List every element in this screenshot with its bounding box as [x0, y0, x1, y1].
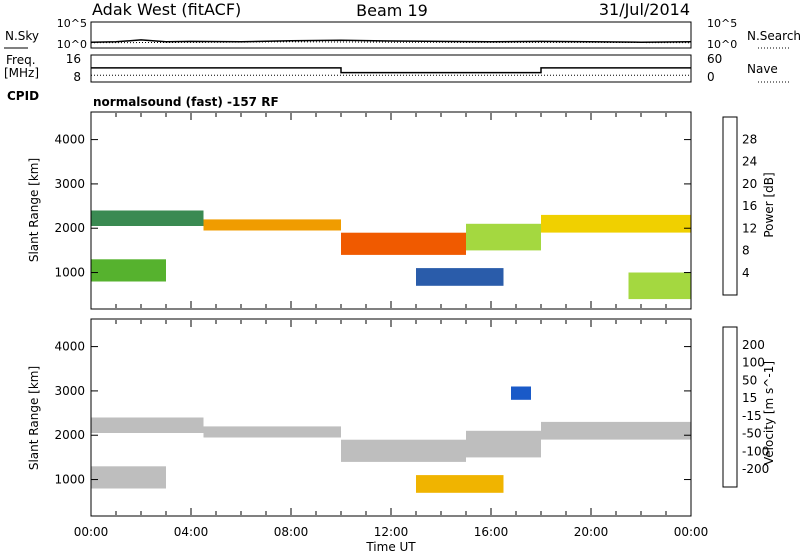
velocity-colorbar-tick-5: -50: [742, 427, 762, 441]
velocity-panel-band-5: [91, 466, 166, 489]
freq-tick-top: 16: [66, 52, 81, 66]
noise-right-tick-bottom: 10^0: [707, 38, 737, 51]
station-title: Adak West (fitACF): [92, 0, 241, 19]
noise-left-tick-bottom: 10^0: [57, 38, 87, 51]
nave-tick-bottom: 0: [707, 70, 715, 84]
velocity-colorbar-tick-4: -15: [742, 409, 762, 423]
power-panel-ytick-label-3: 4000: [54, 133, 85, 147]
noise-left-label: N.Sky: [5, 29, 39, 43]
power-colorbar-tick-0: 28: [742, 132, 757, 146]
power-panel-band-3: [466, 223, 541, 251]
freq-tick-bottom: 8: [73, 70, 81, 84]
noise-series-1: [90, 41, 692, 44]
velocity-panel-frame: [90, 318, 692, 517]
power-panel-frame: [90, 111, 692, 310]
velocity-ylabel: Slant Range [km]: [27, 366, 41, 470]
freq-unit-label: [MHz]: [4, 66, 39, 80]
noise-series-0: [90, 39, 692, 43]
cpid-panel: CPID normalsound (fast) -157 RF: [7, 89, 279, 109]
velocity-colorbar-label: Velocity [m s^-1]: [762, 361, 776, 465]
power-panel-band-0: [91, 210, 204, 226]
date-title: 31/Jul/2014: [599, 0, 690, 19]
velocity-panel-band-1: [203, 426, 341, 438]
power-colorbar-tick-2: 20: [742, 177, 757, 191]
power-panel-band-1: [203, 219, 341, 231]
cpid-label: CPID: [7, 89, 39, 103]
velocity-panel-band-2: [341, 439, 466, 462]
power-colorbar-label: Power [dB]: [762, 172, 776, 237]
x-tick-label-1: 04:00: [174, 525, 209, 539]
freq-nave-panel: Freq. [MHz] Nave 16 8 60 0: [4, 52, 790, 84]
noise-right-tick-top: 10^5: [707, 17, 737, 30]
power-panel-band-6: [416, 268, 504, 286]
freq-series-0: [91, 67, 691, 74]
velocity-colorbar-tick-7: -200: [742, 462, 769, 476]
power-panel-band-4: [541, 214, 691, 233]
power-colorbar-frame: [722, 116, 738, 296]
power-panel-ytick-label-1: 2000: [54, 221, 85, 235]
velocity-panel-ytick-label-2: 3000: [54, 384, 85, 398]
power-panel-band-7: [628, 272, 691, 300]
beam-title: Beam 19: [356, 1, 428, 20]
power-colorbar-tick-3: 16: [742, 199, 757, 213]
velocity-panel-band-3: [466, 430, 541, 458]
velocity-panel-band-7: [511, 386, 531, 400]
cpid-text: normalsound (fast) -157 RF: [93, 95, 279, 109]
velocity-panel-ytick-label-3: 4000: [54, 340, 85, 354]
velocity-panel-ytick-label-1: 2000: [54, 428, 85, 442]
nave-tick-top: 60: [707, 52, 722, 66]
velocity-panel-band-0: [91, 417, 204, 433]
x-tick-label-4: 16:00: [474, 525, 509, 539]
velocity-colorbar: 200 100 50 15 -15 -50 -100 -200 Velocity [m s^-…: [722, 326, 776, 488]
power-colorbar: 28 24 20 16 12 8 4 Power [dB]: [722, 116, 776, 296]
x-axis-label: Time UT: [365, 540, 416, 554]
x-tick-label-0: 00:00: [74, 525, 109, 539]
noise-panel: N.Sky N.Search 10^5 10^0 10^5 10^0: [4, 17, 800, 51]
power-panel-ytick-label-0: 1000: [54, 266, 85, 280]
noise-left-tick-top: 10^5: [57, 17, 87, 30]
power-panel-ytick-label-2: 3000: [54, 177, 85, 191]
velocity-colorbar-tick-3: 15: [742, 391, 757, 405]
power-ylabel: Slant Range [km]: [27, 158, 41, 262]
velocity-colorbar-tick-6: -100: [742, 444, 769, 458]
power-colorbar-tick-4: 12: [742, 221, 757, 235]
power-panel: Slant Range [km] 1000 2000 3000 4000: [27, 111, 692, 310]
velocity-panel-band-6: [416, 475, 504, 493]
noise-panel-frame: [90, 21, 692, 49]
velocity-panel: Slant Range [km] 1000 2000 3000 4000 00:00 04…: [27, 318, 709, 554]
power-colorbar-tick-1: 24: [742, 155, 757, 169]
noise-right-label: N.Search: [747, 29, 800, 43]
x-tick-label-2: 08:00: [274, 525, 309, 539]
velocity-colorbar-frame: [722, 326, 738, 488]
nave-label: Nave: [747, 62, 778, 76]
power-panel-band-5: [91, 259, 166, 282]
power-colorbar-tick-5: 8: [742, 244, 750, 258]
freq-label: Freq.: [6, 53, 36, 67]
velocity-colorbar-tick-2: 50: [742, 373, 757, 387]
x-tick-label-3: 12:00: [374, 525, 409, 539]
x-tick-label-5: 20:00: [574, 525, 609, 539]
velocity-panel-band-4: [541, 421, 691, 440]
velocity-colorbar-tick-0: 200: [742, 338, 765, 352]
power-colorbar-tick-6: 4: [742, 266, 750, 280]
velocity-colorbar-tick-1: 100: [742, 356, 765, 370]
velocity-panel-ytick-label-0: 1000: [54, 473, 85, 487]
power-panel-band-2: [341, 232, 466, 255]
x-tick-label-6: 00:00: [674, 525, 709, 539]
